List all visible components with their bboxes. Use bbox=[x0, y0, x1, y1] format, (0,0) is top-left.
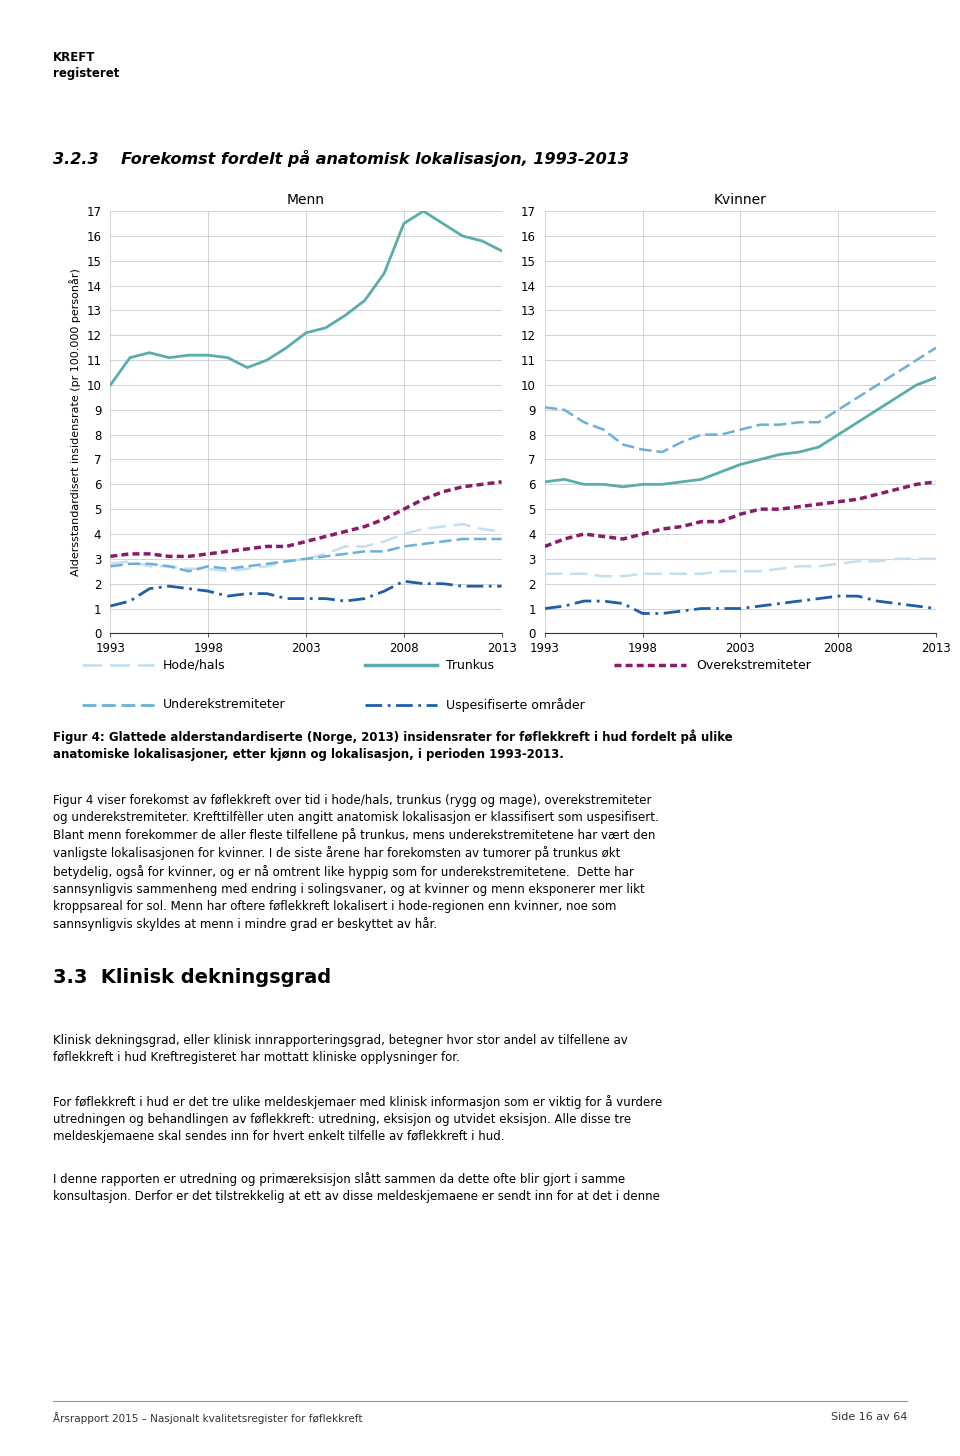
Text: Årsrapport 2015 – Nasjonalt kvalitetsregister for føflekkreft: Årsrapport 2015 – Nasjonalt kvalitetsreg… bbox=[53, 1412, 362, 1424]
Text: I denne rapporten er utredning og primæreksisjon slått sammen da dette ofte blir: I denne rapporten er utredning og primær… bbox=[53, 1172, 660, 1203]
Title: Kvinner: Kvinner bbox=[714, 194, 767, 207]
Text: Underekstremiteter: Underekstremiteter bbox=[163, 699, 286, 711]
Text: KREFT
registeret: KREFT registeret bbox=[53, 51, 119, 80]
Text: Uspesifiserte områder: Uspesifiserte områder bbox=[446, 697, 586, 712]
Text: Side 16 av 64: Side 16 av 64 bbox=[830, 1412, 907, 1423]
Text: For føflekkreft i hud er det tre ulike meldeskjemaer med klinisk informasjon som: For føflekkreft i hud er det tre ulike m… bbox=[53, 1095, 662, 1143]
Title: Menn: Menn bbox=[287, 194, 325, 207]
Text: 3.2.3    Forekomst fordelt på anatomisk lokalisasjon, 1993-2013: 3.2.3 Forekomst fordelt på anatomisk lok… bbox=[53, 150, 629, 167]
Text: 3.3  Klinisk dekningsgrad: 3.3 Klinisk dekningsgrad bbox=[53, 968, 331, 987]
Text: Trunkus: Trunkus bbox=[446, 660, 494, 671]
Text: Figur 4 viser forekomst av føflekkreft over tid i hode/hals, trunkus (rygg og ma: Figur 4 viser forekomst av føflekkreft o… bbox=[53, 794, 659, 930]
Text: Hode/hals: Hode/hals bbox=[163, 660, 226, 671]
Text: Overekstremiteter: Overekstremiteter bbox=[696, 660, 811, 671]
Text: Figur 4: Glattede alderstandardiserte (Norge, 2013) insidensrater for føflekkref: Figur 4: Glattede alderstandardiserte (N… bbox=[53, 729, 732, 761]
Text: Klinisk dekningsgrad, eller klinisk innrapporteringsgrad, betegner hvor stor and: Klinisk dekningsgrad, eller klinisk innr… bbox=[53, 1034, 628, 1064]
Y-axis label: Aldersstandardisert insidensrate (pr 100.000 personår): Aldersstandardisert insidensrate (pr 100… bbox=[69, 268, 81, 577]
